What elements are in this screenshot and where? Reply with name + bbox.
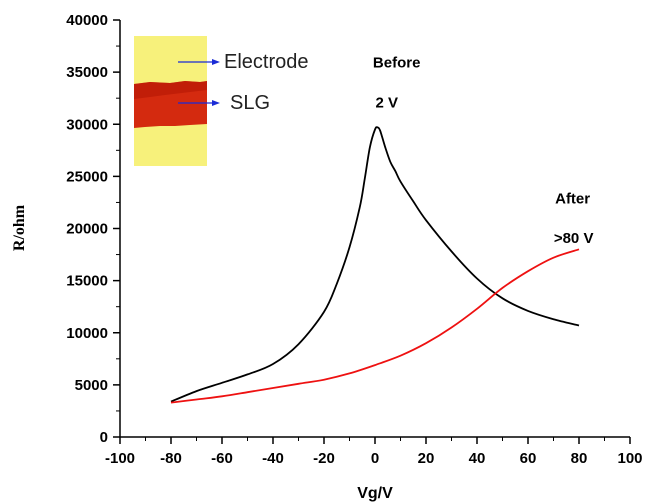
x-tick-label: 80 (571, 450, 588, 467)
y-tick-label: 20000 (66, 221, 108, 238)
annotation-before-voltage: 2 V (375, 94, 398, 111)
y-ticks: 0 5000 10000 15000 20000 25000 30000 35000 40000 (66, 12, 120, 446)
x-tick-label: -40 (262, 450, 284, 467)
y-tick-label: 25000 (66, 168, 108, 185)
y-tick-label: 15000 (66, 273, 108, 290)
y-tick-label: 5000 (75, 377, 108, 394)
series-line-1 (170, 248, 580, 404)
annotation-after-voltage: >80 V (554, 230, 594, 247)
annotation-after: After (555, 190, 590, 207)
annotation-before: Before (373, 55, 421, 72)
series-line-0 (170, 126, 580, 403)
x-tick-label: 40 (469, 450, 486, 467)
x-axis-title: Vg/V (357, 485, 393, 502)
slg-arrowhead (212, 100, 220, 106)
y-tick-label: 40000 (66, 12, 108, 29)
electrode-arrowhead (212, 59, 220, 65)
inset-label-electrode: Electrode (224, 51, 309, 73)
x-tick-label: -60 (211, 450, 233, 467)
x-tick-label: 20 (418, 450, 435, 467)
x-tick-label: -100 (105, 450, 135, 467)
y-axis-title: R/ohm (11, 204, 28, 251)
inset-micrograph: Electrode SLG (134, 36, 309, 166)
y-tick-label: 35000 (66, 64, 108, 81)
inset-slg-shadow (134, 81, 207, 99)
x-tick-label: 0 (371, 450, 379, 467)
x-tick-label: -20 (313, 450, 335, 467)
x-tick-label: 100 (617, 450, 642, 467)
x-ticks: -100 -80 -60 -40 -20 0 20 40 60 80 100 (105, 437, 643, 467)
y-tick-label: 0 (100, 429, 108, 446)
x-tick-label: 60 (520, 450, 537, 467)
y-tick-label: 30000 (66, 116, 108, 133)
y-tick-label: 10000 (66, 325, 108, 342)
x-tick-label: -80 (160, 450, 182, 467)
series-group (170, 126, 580, 404)
inset-label-slg: SLG (230, 92, 270, 114)
